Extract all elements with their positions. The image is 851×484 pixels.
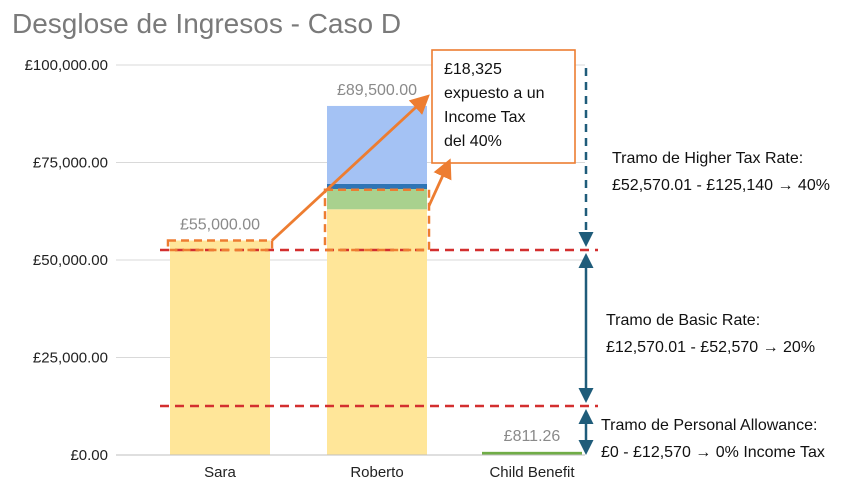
band-label-line: Tramo de Personal Allowance: <box>601 417 817 434</box>
roberto-callout-arrow <box>427 158 452 207</box>
y-tick-label: £50,000.00 <box>33 252 108 269</box>
bar-segment <box>327 209 427 455</box>
y-tick-label: £100,000.00 <box>25 57 108 74</box>
bar-segment <box>482 451 582 455</box>
callout-text-line: Income Tax <box>444 109 526 126</box>
band-label-line: £52,570.01 - £125,140 → 40% <box>612 177 830 194</box>
x-tick-label: Child Benefit <box>489 464 575 481</box>
roberto-highlight-box <box>323 188 431 252</box>
sara-callout-arrow <box>271 94 430 242</box>
chart-title: Desglose de Ingresos - Caso D <box>12 8 402 39</box>
total-value-label: £55,000.00 <box>180 217 260 234</box>
y-tick-label: £25,000.00 <box>33 350 108 367</box>
y-tick-label: £75,000.00 <box>33 155 108 172</box>
x-tick-label: Roberto <box>350 464 403 481</box>
callout-text-line: del 40% <box>444 133 502 150</box>
y-tick-label: £0.00 <box>70 447 108 464</box>
band-label-line: Tramo de Basic Rate: <box>606 312 760 329</box>
x-tick-label: Sara <box>204 464 236 481</box>
bar-segment <box>327 183 427 190</box>
band-label-line: £12,570.01 - £52,570 → 20% <box>606 339 815 356</box>
bar-segment <box>327 189 427 210</box>
total-value-label: £89,500.00 <box>337 82 417 99</box>
callout-text-line: expuesto a un <box>444 85 545 102</box>
total-value-label: £811.26 <box>504 428 561 445</box>
bar-segment <box>170 240 270 455</box>
callout-text-line: £18,325 <box>444 61 502 78</box>
band-label-line: £0 - £12,570 → 0% Income Tax <box>601 444 825 461</box>
sara-highlight-box <box>166 239 274 252</box>
callout-box <box>431 49 576 164</box>
band-label-line: Tramo de Higher Tax Rate: <box>612 150 803 167</box>
